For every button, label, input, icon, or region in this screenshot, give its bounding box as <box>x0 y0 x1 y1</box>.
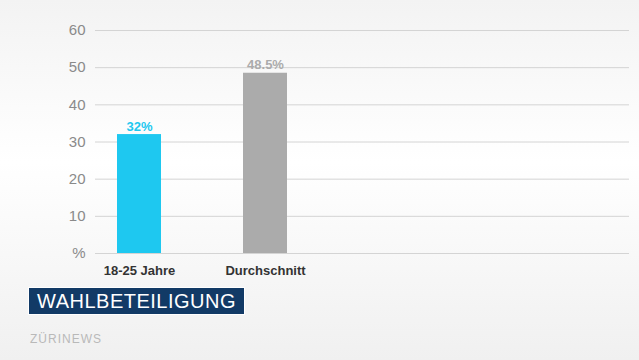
svg-text:Durchschnitt: Durchschnitt <box>225 263 306 278</box>
svg-text:48.5%: 48.5% <box>247 57 284 72</box>
svg-text:50: 50 <box>69 58 86 75</box>
html-text:WAHLBETEILIGUNG: WAHLBETEILIGUNG <box>37 290 236 312</box>
svg-text:%: % <box>72 244 85 261</box>
svg-text:10: 10 <box>69 207 86 224</box>
html-text:ZÜRINEWS: ZÜRINEWS <box>30 332 102 346</box>
svg-text:32%: 32% <box>126 119 152 134</box>
svg-text:60: 60 <box>69 21 86 38</box>
svg-text:40: 40 <box>69 96 86 113</box>
svg-text:20: 20 <box>69 170 86 187</box>
svg-text:30: 30 <box>69 133 86 150</box>
svg-text:18-25 Jahre: 18-25 Jahre <box>104 263 176 278</box>
